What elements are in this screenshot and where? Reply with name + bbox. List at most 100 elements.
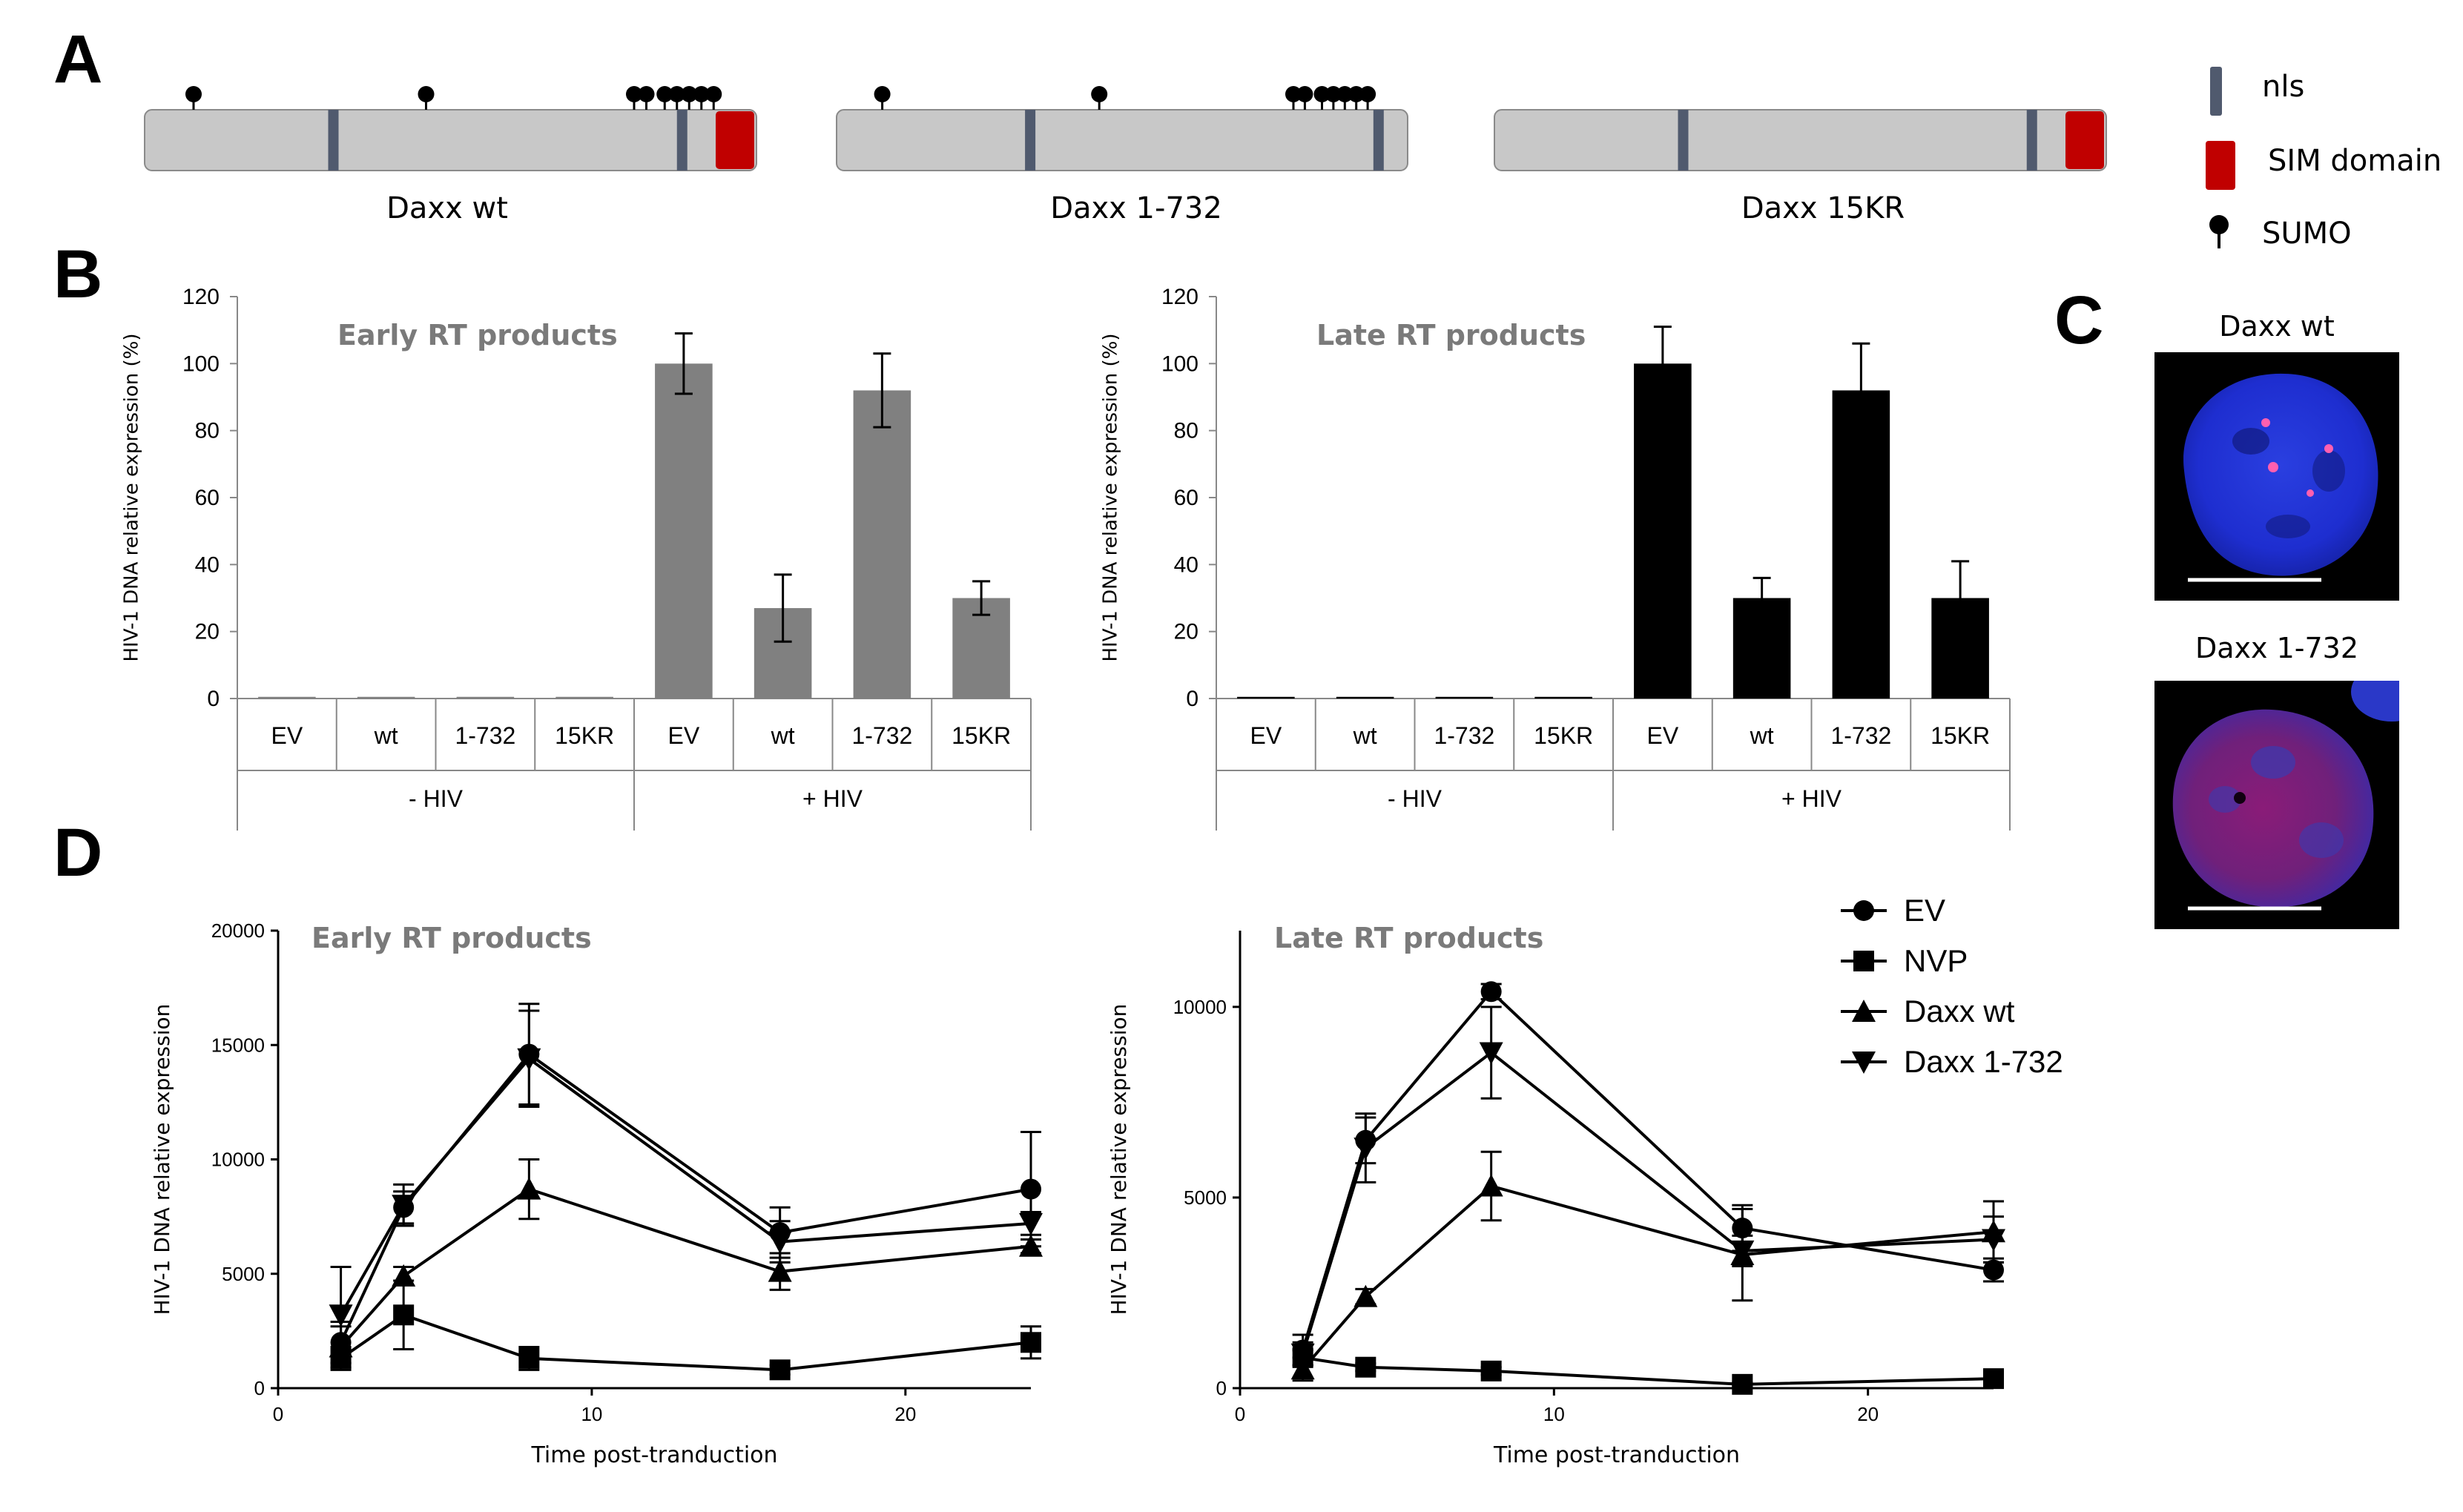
category-label: wt — [374, 722, 398, 749]
group-label: + HIV — [1781, 785, 1842, 812]
micro-image-wt — [2154, 352, 2399, 601]
x-axis-label: Time post-tranduction — [530, 1442, 777, 1468]
domain-legend-symbols — [2206, 67, 2235, 248]
data-point — [1354, 1138, 1378, 1161]
dark-spot — [2234, 792, 2246, 804]
sumo-site-icon — [1091, 86, 1108, 102]
sumo-site-icon — [1313, 86, 1331, 102]
series-line — [340, 1187, 1032, 1348]
data-point — [1290, 1343, 1315, 1366]
bar — [1237, 696, 1295, 699]
category-label: wt — [1750, 722, 1774, 749]
y-tick-label: 10000 — [211, 1149, 265, 1171]
y-tick-label: 0 — [207, 687, 220, 711]
bar — [555, 696, 613, 699]
group-label: - HIV — [1388, 785, 1442, 812]
group-label: + HIV — [802, 785, 863, 812]
x-tick-label: 0 — [1235, 1403, 1245, 1425]
data-point — [1290, 1357, 1315, 1380]
data-point — [1983, 1368, 2004, 1390]
x-axis-label: Time post-tranduction — [1493, 1442, 1740, 1468]
data-point — [768, 1231, 792, 1254]
y-tick-label: 0 — [254, 1377, 265, 1399]
construct-label-daxx-wt: Daxx wt — [386, 191, 508, 225]
sim-domain — [2065, 111, 2104, 169]
data-point — [1480, 981, 1502, 1003]
y-tick-label: 10000 — [1173, 996, 1227, 1018]
sumo-site-icon — [1348, 86, 1365, 102]
bar — [1832, 390, 1890, 699]
category-label: EV — [1647, 722, 1679, 749]
category-label: 1-732 — [455, 722, 515, 749]
y-tick-label: 5000 — [1184, 1186, 1227, 1209]
sumo-site-icon — [1336, 86, 1354, 102]
category-label: 15KR — [555, 722, 614, 749]
nucleus-wt — [2183, 373, 2378, 576]
bar-chart-early: HIV-1 DNA relative expression (%) 0 20 40 60… — [121, 285, 1032, 831]
y-tick-label: 120 — [182, 285, 220, 309]
bar — [456, 696, 515, 699]
construct-daxx-wt — [144, 86, 757, 171]
nls-legend-icon — [2210, 67, 2222, 116]
legend-nls: nls — [2262, 70, 2305, 104]
y-tick-label: 20 — [195, 620, 220, 644]
data-point — [1479, 1042, 1503, 1065]
category-label: wt — [771, 722, 795, 749]
sumo-site-icon — [668, 86, 685, 102]
legend-marker — [1852, 1000, 1876, 1022]
x-tick-label: 20 — [894, 1403, 916, 1425]
category-label: EV — [271, 722, 303, 749]
data-point — [1021, 1178, 1041, 1200]
data-point — [1732, 1373, 1753, 1395]
protein-bar — [1494, 109, 2107, 171]
sumo-site-icon — [705, 86, 722, 102]
y-tick-label: 0 — [1216, 1377, 1227, 1399]
y-tick-label: 60 — [195, 486, 220, 510]
legend-marker — [1852, 1052, 1876, 1074]
legend-label: Daxx 1-732 — [1904, 1044, 2063, 1079]
y-tick-label: 40 — [1174, 552, 1198, 577]
bar — [1634, 363, 1692, 699]
nls-marker — [1678, 110, 1689, 171]
data-point — [1479, 1174, 1503, 1197]
micro-image-1-732 — [2154, 681, 2399, 929]
y-tick-label: 100 — [182, 351, 220, 376]
y-tick-label: 0 — [1186, 687, 1198, 711]
sumo-site-icon — [681, 86, 698, 102]
legend-marker — [1853, 951, 1874, 971]
construct-label-daxx-15kr: Daxx 15KR — [1741, 191, 1905, 225]
data-point — [517, 1048, 541, 1071]
x-tick-label: 10 — [581, 1403, 602, 1425]
panel-label-d: D — [53, 815, 103, 891]
series-line — [1302, 1356, 1994, 1386]
nucleus-1-732 — [2172, 709, 2374, 908]
bar — [1336, 696, 1394, 699]
line-chart-late: HIV-1 DNA relative expression 0 5000 10000 0… — [1107, 893, 2063, 1468]
sumo-site-icon — [418, 86, 435, 102]
y-axis-label: HIV-1 DNA relative expression (%) — [1100, 333, 1122, 661]
nucleus-image-1-732 — [2172, 681, 2399, 911]
category-label: 15KR — [1930, 722, 1990, 749]
y-tick-label: 15000 — [211, 1034, 265, 1056]
y-axis-label: HIV-1 DNA relative expression (%) — [121, 333, 143, 661]
y-tick-label: 20000 — [211, 920, 265, 942]
category-label: wt — [1353, 722, 1377, 749]
data-point — [768, 1259, 792, 1282]
chart-title: Late RT products — [1274, 922, 1543, 954]
data-point — [1355, 1356, 1376, 1378]
micro-title-1-732: Daxx 1-732 — [2195, 632, 2359, 664]
panel-label-b: B — [53, 237, 103, 312]
y-tick-label: 5000 — [222, 1263, 265, 1285]
domain-diagram — [144, 86, 2107, 171]
nucleolus — [2232, 428, 2269, 455]
nls-marker — [1373, 110, 1384, 171]
sim-legend-icon — [2206, 141, 2235, 190]
bar — [258, 696, 316, 699]
y-tick-label: 120 — [1161, 285, 1198, 309]
nucleolus — [2266, 515, 2310, 538]
nls-marker — [2026, 110, 2037, 171]
sumo-site-icon — [185, 86, 202, 102]
bar-chart-late: HIV-1 DNA relative expression (%) 0 20 40 60… — [1100, 285, 2011, 831]
series-line — [1302, 1184, 1994, 1370]
